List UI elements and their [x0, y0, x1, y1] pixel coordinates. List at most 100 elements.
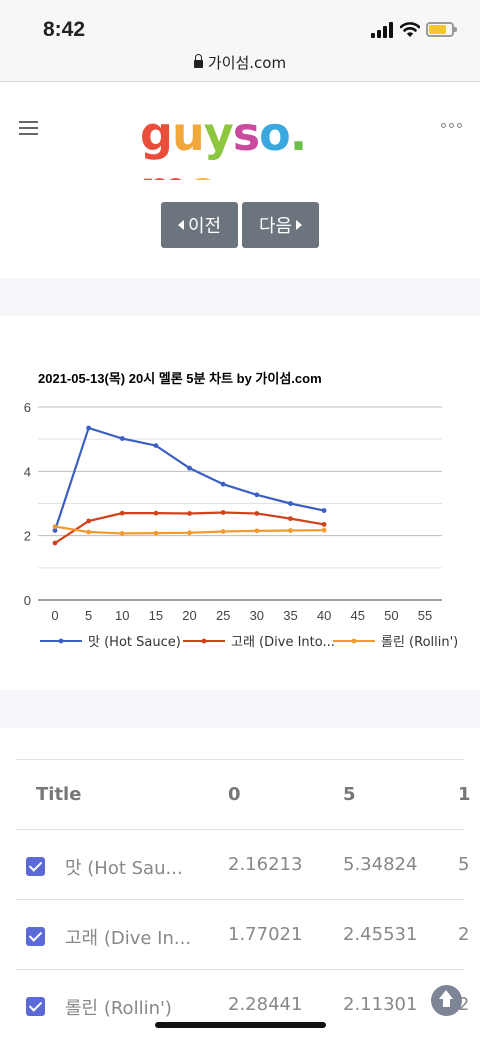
cellular-signal-icon	[371, 22, 395, 38]
logo-letter: u	[171, 107, 205, 161]
wifi-icon	[400, 22, 420, 37]
row-checkbox[interactable]	[26, 857, 45, 876]
status-bar: 8:42 가이섬.com	[0, 0, 480, 82]
data-point	[153, 443, 159, 448]
cell-value: 2.45531	[343, 924, 418, 945]
legend-label: 고래 (Dive Into...	[231, 635, 335, 650]
x-tick-label: 50	[384, 608, 398, 623]
data-point	[288, 501, 293, 506]
clock: 8:42	[43, 18, 86, 41]
prev-button[interactable]: 이전	[161, 202, 238, 248]
chevron-right-icon	[296, 220, 303, 230]
data-point	[52, 540, 58, 546]
cell-value: 1.77021	[228, 924, 303, 945]
cell-value: 2.11301	[343, 994, 418, 1015]
table-row: 롤린 (Rollin') 2.28441 2.11301 2	[16, 969, 469, 1039]
x-tick-label: 55	[418, 608, 432, 623]
address-bar[interactable]: 가이섬.com	[0, 52, 480, 73]
x-tick-label: 35	[283, 608, 297, 623]
x-tick-label: 10	[115, 608, 129, 623]
y-tick-label: 6	[24, 400, 31, 415]
x-tick-label: 0	[51, 608, 58, 623]
column-header-title[interactable]: Title	[36, 784, 82, 805]
logo-letter: s	[232, 107, 260, 161]
data-point	[52, 524, 58, 529]
logo-letter: y	[203, 107, 234, 161]
cell-value: 5	[458, 854, 470, 875]
row-title: 롤린 (Rollin')	[65, 998, 172, 1019]
logo-letter: o	[259, 107, 291, 161]
more-icon[interactable]	[441, 123, 463, 129]
line-chart: 2021-05-13(목) 20시 멜론 5분 차트 by 가이섬.com 0 2…	[24, 371, 458, 650]
next-button[interactable]: 다음	[242, 202, 319, 248]
row-title: 고래 (Dive In...	[65, 928, 192, 949]
row-checkbox[interactable]	[26, 997, 45, 1016]
hamburger-icon[interactable]	[19, 121, 38, 135]
lock-icon	[193, 54, 203, 68]
site-header: guyso.me	[0, 82, 480, 215]
cell-value: 5.34824	[343, 854, 418, 875]
table-header-row: Title 0 5 1	[16, 759, 471, 829]
x-tick-label: 30	[250, 608, 264, 623]
data-point	[254, 511, 260, 516]
legend-marker	[58, 638, 64, 644]
column-header-5[interactable]: 5	[343, 784, 356, 805]
data-point	[321, 508, 327, 513]
data-point	[153, 530, 159, 536]
data-point	[220, 510, 226, 515]
data-point	[187, 530, 192, 536]
table-row: 맛 (Hot Sau... 2.16213 5.34824 5	[16, 829, 469, 899]
column-header-0[interactable]: 0	[228, 784, 241, 805]
data-point	[86, 529, 92, 535]
x-tick-label: 25	[216, 608, 230, 623]
data-point	[119, 531, 125, 536]
data-point	[321, 527, 327, 533]
data-point	[86, 518, 92, 524]
x-tick-label: 40	[317, 608, 331, 623]
scroll-to-top-icon[interactable]	[431, 985, 462, 1016]
data-point	[288, 516, 293, 522]
x-tick-label: 45	[350, 608, 364, 623]
cell-value: 2	[458, 994, 470, 1015]
data-point	[187, 465, 192, 471]
chart-panel: 2021-05-13(목) 20시 멜론 5분 차트 by 가이섬.com 0 2…	[0, 316, 480, 690]
data-point	[153, 510, 159, 516]
y-tick-label: 2	[24, 529, 31, 544]
row-title: 맛 (Hot Sau...	[65, 858, 183, 879]
data-point	[288, 528, 293, 533]
data-point	[220, 481, 226, 487]
x-tick-label: 15	[149, 608, 163, 623]
cell-value: 2.16213	[228, 854, 303, 875]
table-row: 고래 (Dive In... 1.77021 2.45531 2	[16, 899, 469, 969]
data-point	[254, 492, 260, 498]
battery-icon	[426, 22, 457, 37]
logo-letter: .	[289, 107, 308, 161]
column-header-10[interactable]: 1	[458, 784, 471, 805]
y-tick-label: 4	[24, 464, 31, 479]
cell-value: 2	[458, 924, 470, 945]
series-line	[54, 511, 325, 544]
legend-label: 맛 (Hot Sauce)	[88, 635, 181, 650]
data-point	[86, 425, 92, 431]
row-checkbox[interactable]	[26, 927, 45, 946]
x-tick-label: 5	[85, 608, 92, 623]
y-tick-label: 0	[24, 593, 31, 608]
x-tick-label: 20	[182, 608, 196, 623]
data-table-panel: Title 0 5 1 맛 (Hot Sau... 2.16213 5.3482…	[0, 728, 480, 1039]
chart-title: 2021-05-13(목) 20시 멜론 5분 차트 by 가이섬.com	[38, 371, 322, 386]
data-point	[321, 522, 327, 527]
legend-marker	[201, 638, 207, 644]
url-text: 가이섬.com	[207, 54, 287, 72]
data-point	[220, 529, 226, 534]
home-indicator	[155, 1022, 326, 1028]
logo-letter: g	[140, 107, 173, 161]
next-button-label: 다음	[258, 216, 293, 237]
chevron-left-icon	[177, 220, 184, 230]
data-point	[52, 528, 58, 533]
legend-marker	[351, 638, 357, 644]
cell-value: 2.28441	[228, 994, 303, 1015]
prev-button-label: 이전	[187, 216, 222, 237]
data-point	[119, 510, 125, 516]
data-point	[254, 528, 260, 534]
data-point	[119, 436, 125, 441]
